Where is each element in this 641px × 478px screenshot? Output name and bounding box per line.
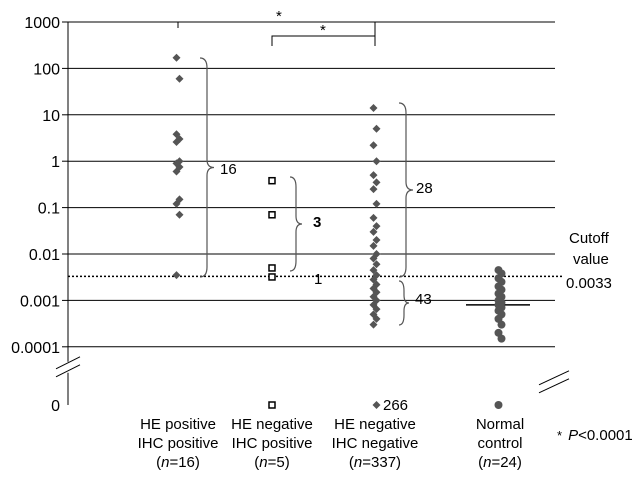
cutoff-label-line2: value	[573, 251, 609, 268]
group-braces	[199, 57, 414, 326]
data-point	[369, 213, 378, 222]
category-label: (n=16)	[156, 454, 200, 471]
annotation-group3-below: 43	[415, 291, 432, 308]
category-label: (n=24)	[478, 454, 522, 471]
y-tick-labels: 1000 100 10 1 0.1 0.01 0.001 0.0001 0	[11, 15, 60, 415]
data-point	[172, 137, 181, 146]
data-point	[172, 167, 181, 176]
category-label: IHC negative	[332, 435, 419, 452]
annotation-group2-above: 3	[313, 214, 321, 231]
y-tick-label: 1000	[24, 15, 60, 32]
axis-break-mark	[55, 356, 81, 370]
significance-brackets	[177, 21, 376, 46]
footnote: * P<0.0001	[557, 427, 633, 444]
y-tick-label: 10	[42, 108, 60, 125]
category-label: HE negative	[231, 416, 313, 433]
category-label: (n=5)	[254, 454, 289, 471]
data-point	[372, 260, 381, 269]
significance-star-outer: *	[276, 8, 282, 25]
data-point	[268, 176, 276, 185]
axis-break-mark	[55, 364, 81, 378]
data-point	[372, 124, 381, 133]
cutoff-label-value: 0.0033	[566, 275, 612, 292]
data-point	[175, 210, 184, 219]
data-point	[268, 401, 276, 409]
curly-brace	[398, 102, 414, 278]
data-point	[172, 53, 181, 62]
data-point	[372, 236, 381, 245]
y-axis	[55, 21, 570, 405]
y-tick-label: 0.1	[38, 201, 60, 218]
data-point	[497, 334, 506, 343]
y-tick-label: 1	[51, 154, 60, 171]
data-point	[372, 178, 381, 187]
data-point	[372, 157, 381, 166]
footnote-star: *	[557, 428, 562, 443]
category-label: HE positive	[140, 416, 216, 433]
data-point	[369, 241, 378, 250]
data-point	[369, 320, 378, 329]
y-tick-label-zero: 0	[51, 398, 60, 415]
category-label: Normal	[476, 416, 524, 433]
data-point	[372, 199, 381, 208]
annotation-group1-above: 16	[220, 161, 237, 178]
footnote-rest: <0.0001	[578, 427, 633, 444]
bracket-outer	[177, 21, 376, 46]
curly-brace	[398, 280, 410, 326]
data-point	[268, 264, 276, 272]
significance-star-inner: *	[320, 22, 326, 39]
category-label: IHC positive	[232, 435, 313, 452]
y-tick-label: 100	[33, 61, 60, 78]
data-point	[372, 222, 381, 231]
cutoff-label-line1: Cutoff	[569, 230, 610, 247]
data-point	[369, 141, 378, 150]
data-point	[268, 211, 276, 219]
annotation-group2-below: 1	[314, 271, 322, 288]
data-point	[369, 266, 378, 275]
y-tick-label: 0.01	[29, 247, 60, 264]
data-point	[372, 305, 381, 314]
category-label: IHC positive	[138, 435, 219, 452]
curly-brace	[199, 57, 215, 278]
data-point	[497, 320, 506, 329]
axis-break-mark	[538, 370, 570, 386]
bracket-inner	[271, 35, 376, 46]
category-labels: HE positive IHC positive (n=16) HE negative…	[138, 416, 525, 471]
data-point	[494, 401, 503, 409]
annotation-group3-above: 28	[416, 180, 433, 197]
y-tick-label: 0.0001	[11, 340, 60, 357]
data-point	[369, 104, 378, 113]
data-point	[175, 74, 184, 83]
category-label: (n=337)	[349, 454, 401, 471]
axis-break-mark	[538, 378, 570, 394]
y-tick-label: 0.001	[20, 293, 60, 310]
data-point	[369, 171, 378, 180]
curly-brace	[289, 176, 303, 272]
data-point	[172, 199, 181, 208]
data-point	[268, 273, 276, 281]
category-label: control	[477, 435, 522, 452]
data-point	[172, 271, 181, 280]
annotation-group3-zero: 266	[383, 397, 408, 414]
data-point	[369, 254, 378, 263]
category-label: HE negative	[334, 416, 416, 433]
grid-lines	[68, 21, 555, 348]
data-point	[372, 314, 381, 323]
footnote-p: P	[568, 427, 578, 444]
data-point	[372, 401, 381, 409]
data-points	[172, 53, 506, 409]
data-point	[369, 227, 378, 236]
data-point	[369, 185, 378, 194]
